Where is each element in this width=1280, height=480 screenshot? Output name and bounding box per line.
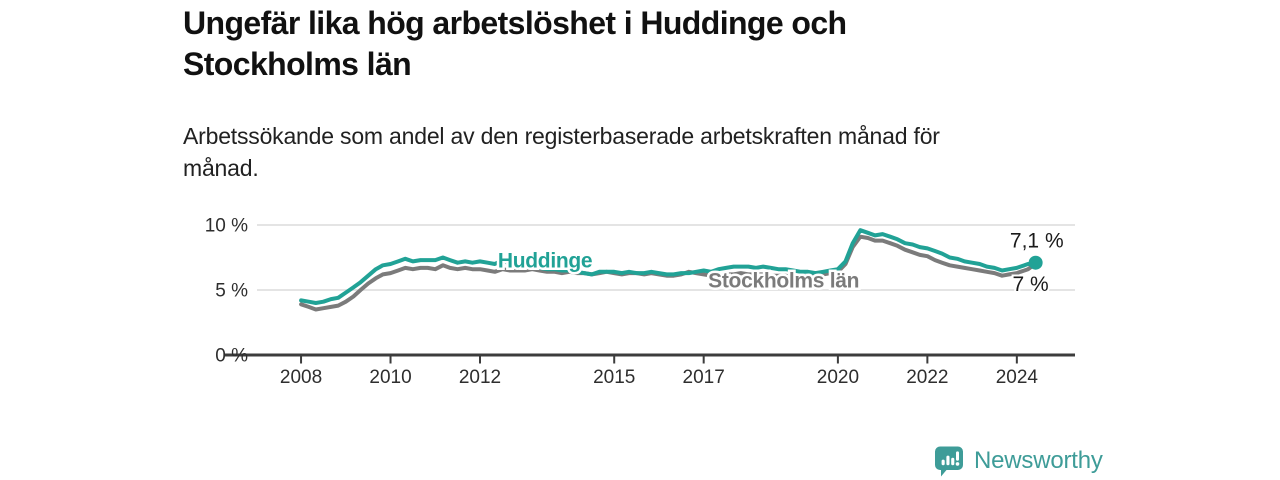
newsworthy-logo: Newsworthy xyxy=(933,444,1103,478)
series-label: Huddinge xyxy=(498,249,592,272)
series-end-dot xyxy=(1028,255,1043,270)
chart-subtitle: Arbetssökande som andel av den registerb… xyxy=(183,120,1063,184)
x-tick-label: 2022 xyxy=(906,367,948,388)
y-tick-label: 0 % xyxy=(215,346,248,367)
subtitle-line-1: Arbetssökande som andel av den registerb… xyxy=(183,123,940,149)
x-tick-label: 2012 xyxy=(459,367,501,388)
subtitle-line-2: månad. xyxy=(183,155,259,181)
page-title: Ungefär lika hög arbetslöshet i Huddinge… xyxy=(183,3,983,85)
x-tick-label: 2024 xyxy=(996,367,1039,388)
newsworthy-logo-text: Newsworthy xyxy=(974,447,1103,474)
title-line-2: Stockholms län xyxy=(183,46,412,82)
x-tick-label: 2020 xyxy=(817,367,859,388)
x-tick-label: 2017 xyxy=(683,367,725,388)
series-label: Stockholms län xyxy=(708,269,859,292)
newsworthy-bubble-chart-icon xyxy=(933,445,965,478)
series-line-huddinge xyxy=(299,228,1038,305)
x-tick-label: 2010 xyxy=(369,367,411,388)
title-line-1: Ungefär lika hög arbetslöshet i Huddinge… xyxy=(183,5,847,41)
series-end-value: 7 % xyxy=(1012,273,1048,296)
x-tick-label: 2008 xyxy=(280,367,322,388)
y-tick-label: 5 % xyxy=(215,281,248,302)
x-tick-label: 2015 xyxy=(593,367,635,388)
series-end-value: 7,1 % xyxy=(1010,230,1064,253)
y-tick-label: 10 % xyxy=(205,216,248,237)
unemployment-line-chart: 2008 2010 2012 2015 2017 2020 2022 2024 0 % 5 % 10… xyxy=(205,216,1075,388)
